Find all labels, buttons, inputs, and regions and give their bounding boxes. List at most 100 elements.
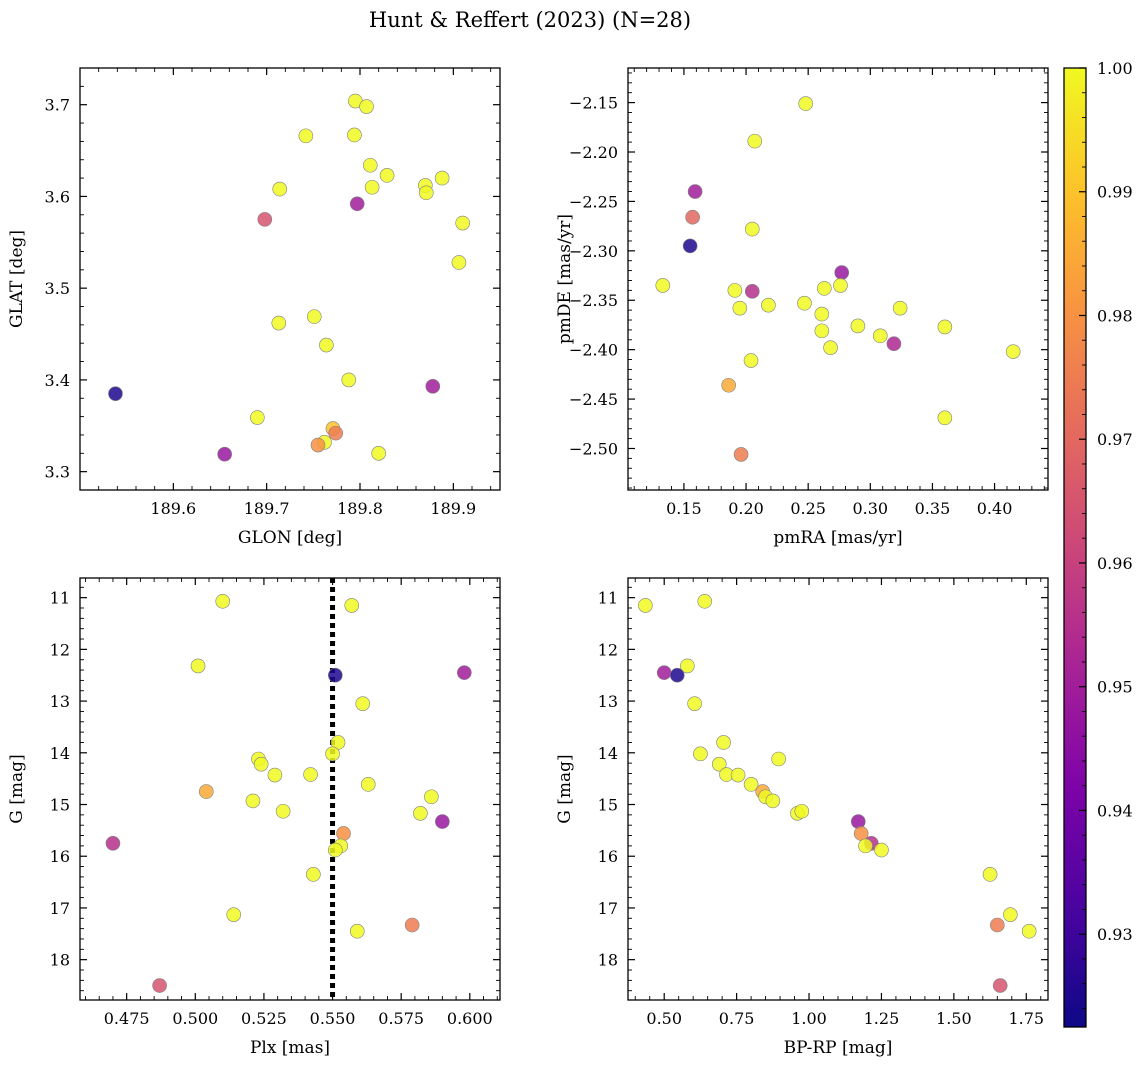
scatter-point [687, 696, 702, 711]
scatter-point [328, 425, 344, 441]
y-tick-label: 13 [598, 692, 618, 711]
scatter-point [669, 667, 685, 683]
colorbar-tick-label: 0.95 [1097, 678, 1133, 697]
x-tick-label: 0.50 [646, 1009, 682, 1028]
scatter-point [697, 593, 713, 609]
scatter-point [716, 735, 731, 750]
ticks: 0.475 0.500 0.525 0.550 0.575 0.600 11 12 13 14 15… [50, 578, 500, 1028]
x-tick-label: 189.7 [244, 499, 290, 518]
y-tick-label: 12 [598, 640, 618, 659]
colorbar-tick-label: 0.93 [1097, 925, 1133, 944]
scatter-point [341, 372, 357, 388]
ticks: 0.15 0.20 0.25 0.30 0.35 0.40 −2.15 −2.20 −2.25 −… [569, 68, 1048, 518]
scatter-point [937, 410, 953, 426]
colorbar-tick-label: 0.98 [1097, 306, 1133, 325]
axes-frame [627, 577, 1049, 1001]
x-tick-label: 189.9 [430, 499, 476, 518]
y-tick-label: 3.6 [45, 187, 70, 206]
scatter-point [687, 184, 703, 199]
y-tick-label: −2.45 [569, 390, 618, 409]
x-axis-label: BP-RP [mag] [784, 1038, 893, 1058]
scatter-point [364, 179, 380, 195]
scatter-point [217, 446, 232, 462]
scatter-point [990, 917, 1005, 933]
colorbar-tick-label: 0.99 [1097, 183, 1133, 202]
x-tick-label: 0.30 [852, 499, 888, 518]
axes-frame [79, 67, 501, 491]
ticks: 189.6 189.7 189.8 189.9 3.3 3.4 3.5 3.6 3.7 [45, 67, 500, 518]
y-tick-label: 17 [598, 899, 618, 918]
scatter-point [823, 340, 838, 355]
scatter-point [937, 319, 953, 335]
y-tick-label: −2.15 [569, 94, 618, 113]
scatter-point [306, 309, 322, 324]
scatter-point [271, 315, 287, 331]
scatter-point [404, 917, 420, 933]
y-tick-label: 3.3 [45, 463, 70, 482]
scatter-points [638, 593, 1037, 993]
y-axis-label: pmDE [mas/yr] [555, 214, 575, 344]
scatter-point [359, 99, 374, 114]
scatter-point [267, 767, 283, 783]
y-axis-label: G [mag] [555, 754, 575, 823]
scatter-point [303, 767, 318, 782]
scatter-point [680, 658, 695, 674]
scatter-point [798, 96, 813, 111]
scatter-point [425, 379, 441, 394]
scatter-points [105, 593, 472, 993]
figure-title: Hunt & Reffert (2023) (N=28) [369, 8, 691, 32]
scatter-point [834, 265, 850, 280]
scatter-point [850, 318, 866, 334]
scatter-point [744, 284, 760, 299]
color-magnitude-panel: 0.50 0.75 1.00 1.25 1.50 1.75 11 12 13 14 15 16 17 18… [555, 577, 1049, 1058]
scatter-point [858, 838, 873, 854]
x-tick-label: 0.525 [241, 1009, 287, 1028]
scatter-point [424, 789, 439, 805]
x-tick-label: 189.6 [150, 499, 196, 518]
scatter-point [743, 777, 759, 792]
scatter-point [892, 300, 908, 316]
scatter-point [306, 867, 321, 882]
x-tick-label: 1.75 [1008, 1009, 1044, 1028]
x-tick-label: 0.575 [378, 1009, 424, 1028]
scatter-point [744, 221, 760, 237]
scatter-point [275, 803, 291, 819]
scatter-point [362, 157, 378, 173]
scatter-point [817, 281, 832, 296]
scatter-point [371, 446, 386, 461]
scatter-point [761, 297, 776, 313]
scatter-point [355, 696, 371, 711]
scatter-point [655, 278, 671, 293]
scatter-point [727, 283, 743, 298]
x-tick-label: 0.475 [104, 1009, 150, 1028]
colorbar-tick-label: 0.94 [1097, 801, 1133, 820]
scatter-point [656, 665, 672, 680]
y-tick-label: −2.25 [569, 192, 618, 211]
scatter-point [413, 806, 428, 821]
y-tick-label: 14 [50, 744, 70, 763]
scatter-point [250, 410, 265, 425]
scatter-point [457, 665, 472, 680]
y-tick-label: 11 [598, 589, 618, 608]
scatter-point [1003, 907, 1018, 922]
x-axis-label: pmRA [mas/yr] [773, 528, 902, 548]
scatter-point [638, 598, 653, 613]
scatter-point [379, 168, 395, 183]
scatter-point [982, 867, 998, 882]
y-axis-label: G [mag] [7, 754, 27, 823]
scatter-point [272, 181, 288, 197]
x-tick-label: 189.8 [337, 499, 383, 518]
scatter-point [105, 836, 121, 851]
x-tick-label: 1.50 [936, 1009, 972, 1028]
scatter-point [711, 756, 727, 772]
scatter-point [349, 196, 365, 212]
x-tick-label: 0.20 [728, 499, 764, 518]
colorbar-tick-label: 0.97 [1097, 430, 1133, 449]
y-tick-label: −2.40 [569, 341, 618, 360]
y-tick-label: 15 [50, 796, 70, 815]
x-tick-label: 0.550 [310, 1009, 356, 1028]
scatter-point [814, 323, 830, 339]
y-tick-label: −2.20 [569, 143, 618, 162]
y-tick-label: −2.30 [569, 242, 618, 261]
colorbar-frame [1063, 67, 1087, 1028]
